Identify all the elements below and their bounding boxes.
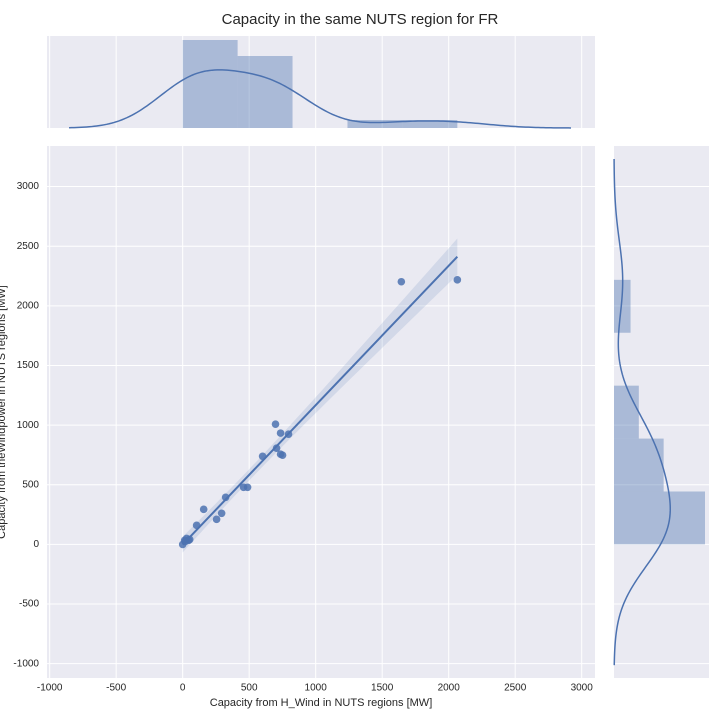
x-tick-label: 2500 (504, 683, 527, 694)
point (258, 452, 267, 461)
x-tick-label: 2000 (438, 683, 461, 694)
y-tick-label: 1500 (17, 360, 40, 371)
y-tick-label: 2500 (17, 241, 40, 252)
point (192, 521, 201, 530)
x-tick-label: 1500 (371, 683, 394, 694)
top-margin-axes (47, 36, 595, 128)
y-tick-label: 0 (33, 539, 39, 550)
side-margin-axes (614, 146, 709, 678)
x-axis-label: Capacity from H_Wind in NUTS regions [MW… (210, 697, 433, 709)
point (243, 483, 252, 492)
x-tick-label: -1000 (37, 683, 63, 694)
main-axes (47, 146, 595, 678)
point (185, 535, 194, 544)
y-tick-label: 2000 (17, 300, 40, 311)
y-tick-label: 500 (22, 479, 39, 490)
y-kde (613, 159, 672, 666)
point (271, 420, 280, 428)
x-tick-label: 3000 (571, 683, 594, 694)
point (272, 444, 281, 452)
x-tick-label: 500 (241, 683, 258, 694)
point (397, 277, 406, 286)
point (217, 509, 226, 518)
y-axis-label: Capacity from theWindpower in NUTS regio… (0, 285, 8, 539)
x-tick-label: -500 (106, 683, 126, 694)
y-tick-label: 3000 (17, 181, 40, 192)
point (284, 430, 293, 438)
x-hist-bar (237, 56, 293, 128)
x-hist-bar (182, 40, 238, 128)
y-hist-bar (614, 385, 639, 439)
x-hist-bar (402, 120, 458, 128)
point (199, 505, 208, 514)
point (278, 451, 287, 459)
chart-title: Capacity in the same NUTS region for FR (222, 11, 499, 28)
y-hist-bar (614, 279, 631, 333)
point (212, 515, 221, 524)
x-tick-label: 0 (180, 683, 186, 694)
x-tick-label: 1000 (305, 683, 328, 694)
x-kde (69, 69, 571, 129)
y-tick-label: -1000 (13, 658, 39, 669)
point (453, 276, 462, 284)
y-hist-bar (614, 491, 705, 545)
point (276, 429, 285, 437)
y-tick-label: 1000 (17, 420, 40, 431)
y-tick-label: -500 (19, 599, 39, 610)
x-hist-bar (347, 120, 403, 128)
point (221, 493, 230, 502)
